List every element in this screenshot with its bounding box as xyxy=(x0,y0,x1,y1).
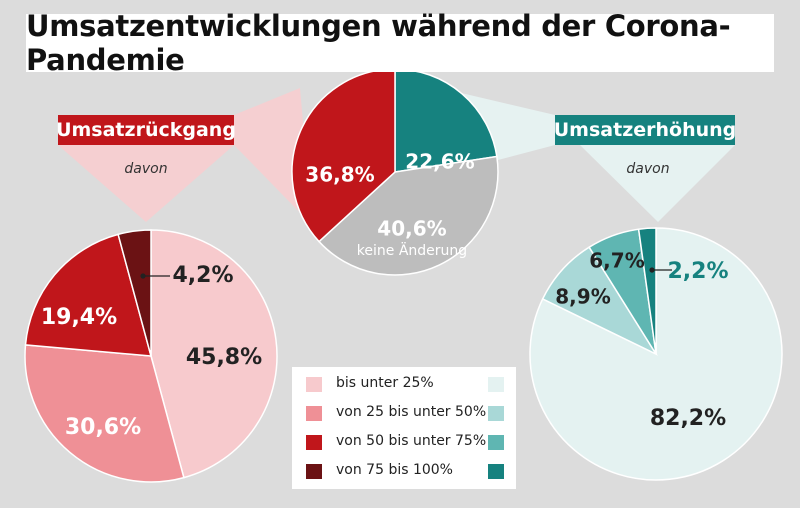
increase-slice-value-label: 82,2% xyxy=(650,406,726,431)
decline-slice-value-label: 4,2% xyxy=(172,263,233,288)
title-box: Umsatzentwicklungen während der Corona-P… xyxy=(26,9,774,77)
legend-row: bis unter 25% xyxy=(292,375,516,395)
legend-swatch-decline xyxy=(306,377,322,392)
decline-tag: Umsatzrückgang xyxy=(56,115,236,145)
increase-tag-label: Umsatzerhöhung xyxy=(553,119,737,141)
legend-swatch-increase xyxy=(488,435,504,450)
decline-callout-wedge xyxy=(234,88,312,225)
legend: bis unter 25% von 25 bis unter 50% von 5… xyxy=(292,367,516,489)
increase-slice-value-label: 8,9% xyxy=(555,285,610,309)
pie-overall: 22,6% 40,6%keine Änderung 36,8% xyxy=(291,68,499,276)
overall-slice-value-label: 40,6% xyxy=(377,217,446,241)
legend-row: von 25 bis unter 50% xyxy=(292,404,516,424)
decline-slice xyxy=(117,229,152,357)
decline-slice xyxy=(150,229,278,479)
overall-slice-value-label: 22,6% xyxy=(405,150,474,174)
legend-label: bis unter 25% xyxy=(336,375,434,391)
legend-swatch-decline xyxy=(306,464,322,479)
decline-slice-value-label: 19,4% xyxy=(41,305,117,330)
decline-leader-dot xyxy=(140,273,146,279)
decline-davon-label: davon xyxy=(124,161,168,177)
legend-label: von 50 bis unter 75% xyxy=(336,433,487,449)
increase-tag: Umsatzerhöhung xyxy=(553,115,737,145)
increase-slice xyxy=(529,227,783,481)
decline-slice-value-label: 45,8% xyxy=(186,345,262,370)
increase-slice-value-label: 2,2% xyxy=(667,259,728,284)
overall-slice xyxy=(291,68,396,243)
overall-slice xyxy=(317,155,499,276)
legend-row: von 75 bis 100% xyxy=(292,462,516,482)
legend-swatch-increase xyxy=(488,464,504,479)
increase-davon-label: davon xyxy=(626,161,670,177)
decline-davon-funnel xyxy=(58,145,234,222)
increase-davon-funnel xyxy=(580,145,735,222)
legend-label: von 25 bis unter 50% xyxy=(336,404,487,420)
legend-row: von 50 bis unter 75% xyxy=(292,433,516,453)
pie-increase: 82,2% 8,9% 6,7% 2,2% xyxy=(529,227,783,481)
page-title: Umsatzentwicklungen während der Corona-P… xyxy=(26,9,731,77)
decline-slice xyxy=(24,344,185,483)
legend-swatch-decline xyxy=(306,435,322,450)
increase-slice xyxy=(637,227,657,355)
decline-slice xyxy=(24,233,153,357)
pie-decline: 45,8% 30,6% 19,4% 4,2% xyxy=(24,229,278,483)
increase-leader-dot xyxy=(649,267,655,273)
legend-swatch-increase xyxy=(488,406,504,421)
legend-swatch-increase xyxy=(488,377,504,392)
overall-slice-value-label: 36,8% xyxy=(305,163,374,187)
decline-slice-value-label: 30,6% xyxy=(65,415,141,440)
decline-tag-label: Umsatzrückgang xyxy=(56,119,236,141)
overall-slice-category-label: keine Änderung xyxy=(357,241,467,259)
increase-slice-value-label: 6,7% xyxy=(589,249,644,273)
legend-label: von 75 bis 100% xyxy=(336,462,453,478)
legend-swatch-decline xyxy=(306,406,322,421)
